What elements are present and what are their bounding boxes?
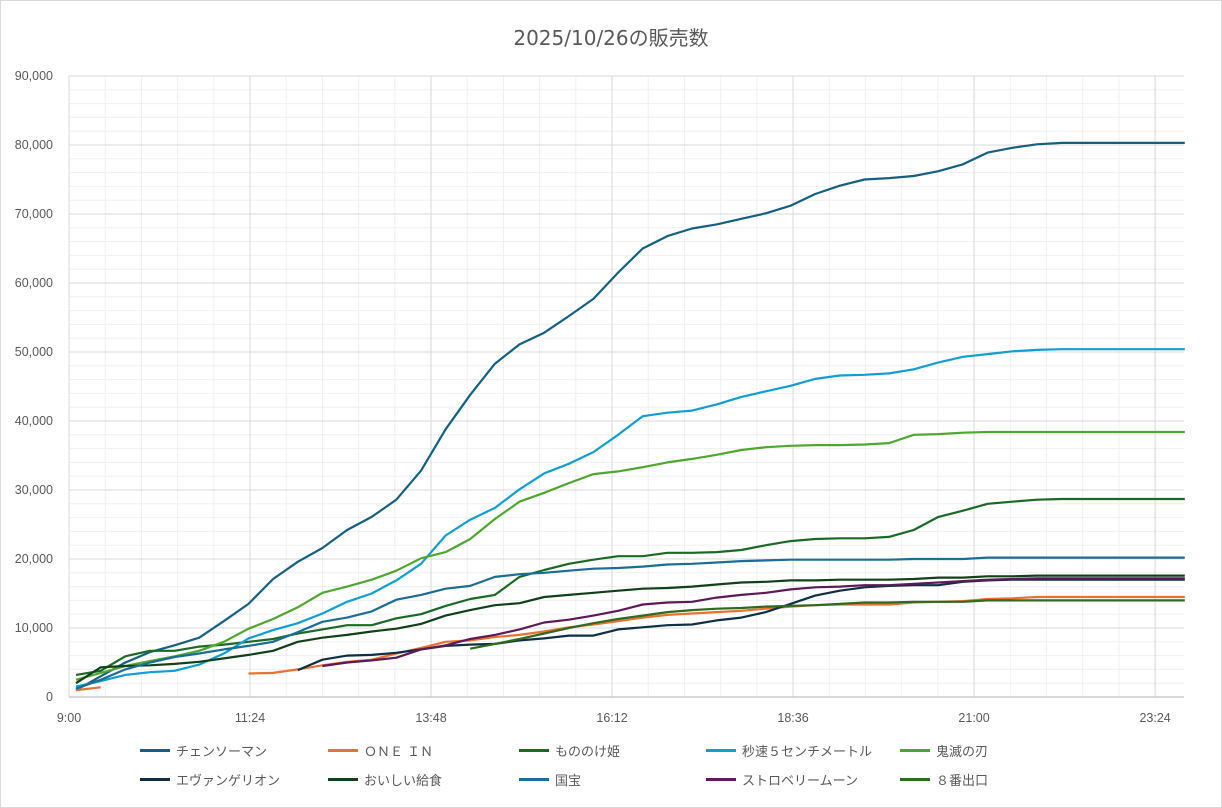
legend-swatch (140, 749, 170, 752)
x-tick-label: 18:36 (777, 711, 808, 725)
series-line-9 (469, 599, 1185, 650)
y-tick-label: 70,000 (15, 207, 53, 221)
y-tick-label: 50,000 (15, 345, 53, 359)
legend-swatch (328, 749, 358, 752)
legend-label: エヴァンゲリオン (176, 774, 281, 789)
y-tick-label: 0 (46, 690, 53, 704)
legend-label: 国宝 (555, 774, 582, 789)
y-tick-label: 20,000 (15, 552, 53, 566)
legend-item: チェンソーマン (140, 741, 267, 760)
legend-swatch (706, 749, 736, 752)
legend-label: 秒速５センチメートル (742, 745, 873, 760)
y-tick-label: 30,000 (15, 483, 53, 497)
legend-item: ８番出口 (900, 770, 988, 789)
y-tick-label: 80,000 (15, 138, 53, 152)
series-line-7 (75, 556, 1185, 690)
legend-label: チェンソーマン (176, 745, 268, 760)
legend-item: エヴァンゲリオン (140, 770, 280, 789)
x-tick-label: 23:24 (1139, 711, 1170, 725)
legend-swatch (519, 778, 549, 781)
x-tick-label: 9:00 (57, 711, 81, 725)
series-line-8 (322, 577, 1185, 668)
y-tick-label: 40,000 (15, 414, 53, 428)
legend-swatch (900, 778, 930, 781)
x-tick-label: 13:48 (415, 711, 446, 725)
legend-swatch (328, 778, 358, 781)
series-line-2 (75, 497, 1185, 676)
legend-swatch (706, 778, 736, 781)
legend-item: おいしい給食 (328, 770, 442, 789)
legend-swatch (519, 749, 549, 752)
y-tick-label: 60,000 (15, 276, 53, 290)
x-tick-label: 21:00 (958, 711, 989, 725)
legend-item: ＯＮＥ ＩＮ (328, 741, 433, 760)
y-tick-label: 10,000 (15, 621, 53, 635)
legend-item: もののけ姫 (519, 741, 620, 760)
legend-label: ８番出口 (936, 774, 989, 789)
legend-label: ＯＮＥ ＩＮ (364, 745, 434, 760)
legend-swatch (140, 778, 170, 781)
legend-swatch (900, 749, 930, 752)
legend-label: おいしい給食 (364, 774, 443, 789)
legend-item: 鬼滅の刃 (900, 741, 988, 760)
series-line-6 (75, 574, 1185, 685)
y-tick-label: 90,000 (15, 69, 53, 83)
legend-item: 秒速５センチメートル (706, 741, 872, 760)
legend-item: ストロベリームーン (706, 770, 858, 789)
series-line-0 (75, 141, 1185, 692)
chart-title: 2025/10/26の販売数 (513, 26, 709, 50)
series-line-4 (75, 430, 1185, 681)
legend-item: 国宝 (519, 770, 581, 789)
legend-label: もののけ姫 (555, 745, 621, 760)
legend-label: 鬼滅の刃 (936, 745, 989, 760)
legend-label: ストロベリームーン (742, 774, 858, 789)
series-line-3 (75, 348, 1185, 688)
x-tick-label: 16:12 (596, 711, 627, 725)
x-tick-label: 11:24 (235, 711, 265, 725)
